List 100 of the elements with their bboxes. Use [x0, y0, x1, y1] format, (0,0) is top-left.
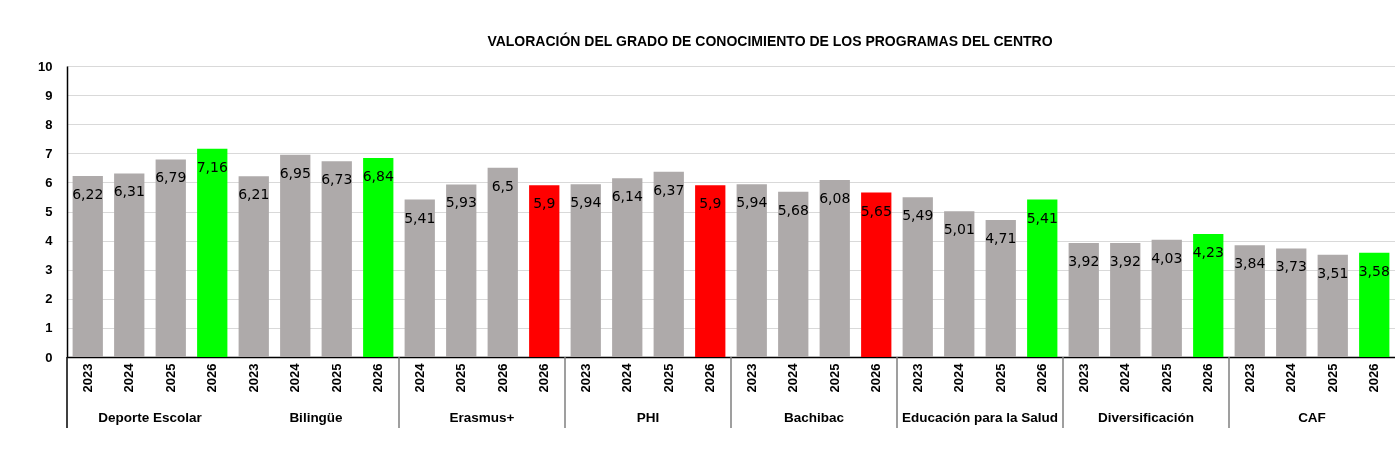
bar: [487, 167, 518, 357]
x-tick-label: 2024: [785, 362, 801, 393]
data-label: 5,65: [860, 202, 892, 219]
bar: [1027, 199, 1058, 357]
data-label: 5,01: [943, 221, 975, 238]
bar: [1110, 242, 1141, 357]
bar: [1234, 245, 1265, 357]
bar: [1193, 233, 1224, 357]
data-label: 6,31: [113, 183, 145, 200]
bar: [1151, 239, 1182, 357]
bar: [778, 191, 809, 357]
data-label: 5,94: [736, 194, 768, 211]
bar: [902, 197, 933, 357]
x-tick-label: 2023: [577, 363, 593, 393]
y-tick-label: 8: [45, 116, 53, 132]
x-tick-label: 2025: [992, 363, 1008, 393]
x-tick-label: 2025: [1158, 363, 1174, 393]
x-tick-label: 2026: [1366, 363, 1382, 393]
text: Bilingüe: [289, 410, 344, 425]
data-label: 3,92: [1068, 252, 1100, 269]
data-label: 5,9: [699, 195, 722, 212]
x-tick-label: 2025: [660, 363, 676, 393]
y-tick-label: 1: [45, 320, 53, 336]
x-tick-label: 2026: [868, 363, 884, 393]
data-label: 5,41: [404, 209, 436, 226]
x-tick-label: 2024: [411, 362, 427, 393]
x-tick-label: 2025: [328, 363, 344, 393]
bar: [155, 159, 186, 357]
x-tick-label: 2024: [1117, 362, 1133, 393]
x-tick-label: 2025: [826, 363, 842, 393]
chart-title: VALORACIÓN DEL GRADO DE CONOCIMIENTO DE LOS PROGRAMAS DEL CENTRO: [487, 32, 1053, 49]
bar: [695, 185, 726, 357]
x-tick-label: 2026: [494, 363, 510, 393]
bar: [238, 176, 269, 357]
x-tick-label: 2024: [121, 362, 137, 393]
text: Educación para la Salud: [901, 410, 1059, 425]
x-tick-label: 2023: [245, 363, 261, 393]
y-tick-label: 3: [45, 262, 53, 278]
bar: [985, 219, 1016, 357]
data-label: 5,9: [533, 195, 556, 212]
x-tick-label: 2025: [1324, 363, 1340, 393]
data-label: 3,51: [1317, 264, 1349, 281]
data-label: 3,84: [1234, 255, 1266, 272]
data-label: 5,94: [570, 194, 602, 211]
y-tick-label: 5: [45, 204, 53, 219]
y-tick-label: 0: [45, 349, 53, 365]
data-label: 6,08: [819, 190, 851, 207]
x-tick-label: 2023: [909, 363, 925, 393]
x-tick-label: 2026: [370, 363, 386, 393]
text: Deporte Escolar: [98, 410, 203, 425]
x-tick-label: 2026: [702, 363, 718, 393]
data-label: 5,93: [445, 194, 477, 211]
y-tick-label: 10: [38, 58, 53, 74]
bar: [321, 161, 352, 357]
x-tick-label: 2023: [743, 363, 759, 393]
data-label: 6,14: [611, 188, 643, 205]
x-tick-label: 2026: [1200, 363, 1216, 393]
bar: [819, 180, 850, 357]
bar: [114, 173, 145, 357]
data-label: 5,49: [902, 207, 934, 224]
x-tick-label: 2023: [1075, 363, 1091, 393]
bar: [1317, 254, 1348, 357]
bar: [612, 178, 643, 357]
bar: [280, 154, 311, 357]
x-tick-label: 2025: [162, 363, 178, 393]
y-tick-label: 9: [45, 87, 53, 103]
data-label: 6,37: [653, 181, 685, 198]
data-label: 5,41: [1026, 209, 1058, 226]
text: Erasmus+: [449, 410, 515, 425]
x-tick-label: 2025: [453, 363, 469, 393]
y-tick-label: 2: [45, 291, 53, 307]
data-label: 4,23: [1192, 243, 1224, 260]
x-tick-label: 2024: [1283, 362, 1299, 393]
bar: [1276, 248, 1307, 357]
y-tick-label: 4: [45, 233, 54, 249]
x-tick-label: 2024: [287, 362, 303, 393]
bar: [861, 192, 892, 357]
bar: [72, 176, 103, 357]
data-label: 6,84: [362, 167, 394, 184]
data-label: 6,21: [238, 186, 270, 203]
y-tick-label: 7: [45, 145, 53, 161]
x-tick-label: 2023: [79, 363, 95, 393]
data-label: 6,22: [72, 186, 104, 202]
data-label: 6,5: [491, 177, 514, 194]
x-tick-label: 2023: [1241, 363, 1257, 393]
data-label: 3,92: [1109, 252, 1141, 269]
bar: [197, 148, 228, 357]
text: Bachibac: [783, 410, 845, 425]
text: CAF: [1298, 410, 1326, 425]
data-label: 6,79: [155, 169, 187, 186]
x-tick-label: 2026: [536, 363, 552, 393]
x-tick-label: 2026: [1034, 363, 1050, 393]
bar: [363, 157, 394, 357]
data-label: 6,73: [321, 171, 353, 188]
bar: [404, 199, 435, 357]
bar: [1068, 242, 1099, 357]
bar: [529, 185, 560, 357]
bar: [653, 171, 684, 357]
x-tick-label: 2024: [619, 362, 635, 393]
x-tick-label: 2024: [951, 362, 967, 393]
